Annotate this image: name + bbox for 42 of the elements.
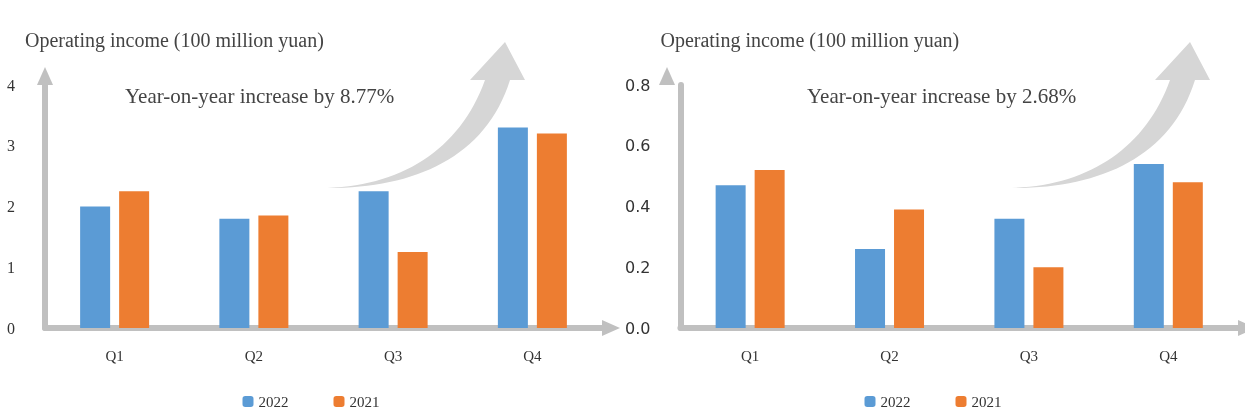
y-tick-label: 0.6 [624,136,651,156]
x-tick-label: Q1 [105,347,124,364]
y-tick-label: 0.4 [624,197,651,216]
annotation: Year-on-year increase by 2.68% [807,83,1077,108]
x-tick-label: Q2 [880,347,899,364]
bar [80,206,111,328]
y-tick-label: 3 [7,137,15,155]
legend-label: 2022 [258,393,289,410]
y-tick-label: 4 [7,76,15,94]
bar [1172,182,1203,328]
legend-label: 2021 [349,393,380,410]
x-tick-label: Q3 [1019,347,1039,364]
y-tick-label: 0.0 [624,318,651,338]
bar [258,215,289,328]
x-tick-label: Q4 [523,347,543,364]
bar [715,185,746,328]
bar [397,252,428,328]
bar [536,133,567,328]
y-tick-label: 2 [7,198,15,215]
bar [497,127,528,328]
bar [994,218,1025,328]
x-tick-label: Q1 [740,347,760,364]
legend-label: 2021 [971,393,1002,410]
x-tick-label: Q3 [383,347,403,364]
bar [119,191,150,328]
y-tick-label: 1 [7,258,15,276]
bar [1033,267,1064,328]
bar [855,249,886,328]
annotation: Year-on-year increase by 8.77% [125,83,395,108]
legend-label: 2022 [880,393,911,410]
x-tick-label: Q4 [1159,347,1178,364]
bar [754,170,785,328]
y-tick-label: 0 [7,319,15,337]
bar [358,191,389,328]
y-tick-label: 0.2 [624,257,651,277]
bar [219,218,250,328]
bar [894,209,925,328]
bar [1133,163,1164,328]
y-axis-title: Operating income (100 million yuan) [660,29,960,52]
y-axis-title: Operating income (100 million yuan) [25,29,324,52]
x-tick-label: Q2 [244,347,264,364]
y-tick-label: 0.8 [624,75,651,95]
